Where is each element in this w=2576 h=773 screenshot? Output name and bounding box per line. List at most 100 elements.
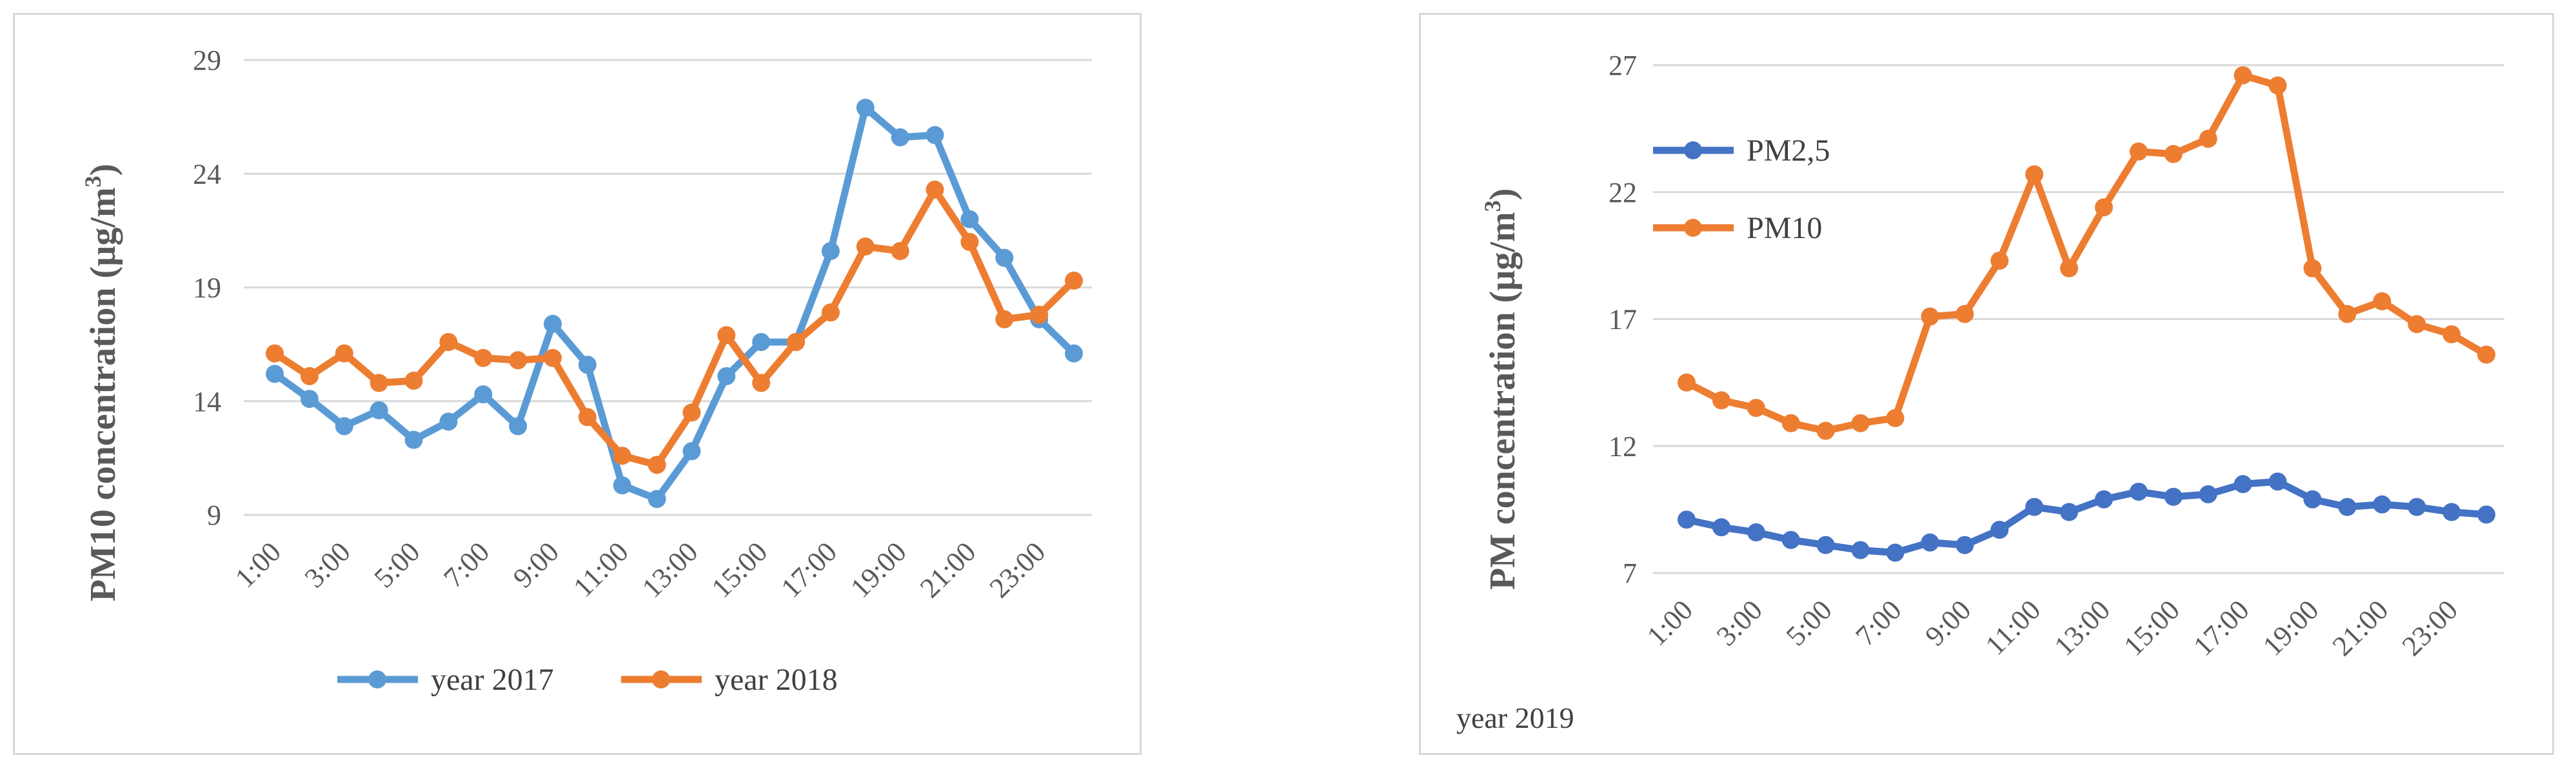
data-point [2164, 487, 2183, 506]
data-point [856, 237, 875, 256]
data-point [2025, 165, 2044, 184]
data-point [300, 366, 319, 385]
series-pm10 [1678, 66, 2495, 440]
data-point [821, 242, 840, 261]
data-point [2025, 497, 2044, 516]
legend-label: year 2017 [431, 663, 554, 697]
x-tick-label: 13:00 [2048, 594, 2117, 662]
data-point [752, 333, 771, 352]
data-point [474, 385, 493, 404]
x-tick-label: 23:00 [984, 536, 1052, 604]
y-tick-label: 24 [193, 158, 221, 190]
data-point [404, 430, 423, 449]
data-point [1712, 391, 1730, 410]
data-point [578, 356, 597, 374]
x-tick-label: 13:00 [636, 536, 704, 604]
data-point [648, 456, 666, 474]
data-point [2338, 305, 2357, 323]
data-point [1886, 543, 1905, 562]
y-tick-label: 12 [1609, 430, 1637, 462]
x-tick-label: 11:00 [1979, 594, 2046, 661]
data-point [1747, 399, 1765, 417]
data-point [856, 99, 875, 117]
data-point [1990, 251, 2009, 270]
data-point [787, 333, 806, 352]
left-y-axis-title: PM10 concentration (µg/m3) [80, 164, 123, 602]
data-point [2199, 130, 2217, 148]
right-y-ticks: 7 12 17 22 27 [1609, 50, 1637, 589]
data-point [1030, 305, 1049, 324]
data-point [2060, 503, 2079, 521]
data-point [1678, 510, 1696, 529]
legend-label: PM2,5 [1747, 134, 1830, 168]
data-point [1781, 414, 1800, 432]
legend-swatch-marker [1684, 219, 1702, 237]
data-point [613, 476, 631, 495]
x-tick-label: 3:00 [1710, 594, 1769, 652]
data-point [474, 348, 493, 367]
data-point [578, 408, 597, 427]
x-tick-label: 9:00 [1919, 594, 1977, 652]
x-tick-label: 5:00 [368, 536, 426, 594]
x-tick-label: 7:00 [1850, 594, 1908, 652]
x-tick-label: 11:00 [567, 536, 634, 603]
data-point [1956, 536, 1974, 554]
data-point [926, 180, 944, 199]
x-tick-label: 23:00 [2396, 594, 2464, 662]
data-point [2164, 145, 2183, 163]
data-point [2477, 345, 2495, 364]
data-point [439, 412, 458, 431]
data-point [717, 366, 736, 385]
left-legend: year 2017 year 2018 [337, 663, 838, 697]
x-tick-label: 15:00 [2117, 594, 2186, 662]
right-series [1678, 66, 2495, 562]
data-point [335, 417, 353, 436]
x-tick-label: 21:00 [2326, 594, 2395, 662]
data-point [717, 326, 736, 345]
data-point [891, 128, 909, 146]
series-pm2-5 [1678, 472, 2495, 562]
left-line-chart: 9 14 19 24 29 1:00 3:00 5:00 7:00 9:00 11:00 13:00… [80, 45, 1092, 697]
data-point [1712, 518, 1730, 537]
left-chart-panel: 9 14 19 24 29 1:00 3:00 5:00 7:00 9:00 11:00 13:00… [13, 13, 1142, 755]
x-tick-label: 1:00 [1641, 594, 1699, 652]
data-point [1781, 530, 1800, 549]
left-y-ticks: 9 14 19 24 29 [193, 45, 221, 531]
data-point [1065, 344, 1083, 363]
data-point [543, 348, 562, 367]
right-y-axis-title: PM concentration (µg/m3) [1480, 188, 1523, 590]
y-tick-label: 19 [193, 272, 221, 304]
data-point [370, 374, 388, 392]
data-point [1747, 523, 1765, 542]
y-tick-label: 29 [193, 45, 221, 76]
data-point [1886, 408, 1905, 427]
data-point [1816, 536, 1835, 554]
data-point [2442, 325, 2461, 344]
year-2019-note: year 2019 [1456, 701, 1574, 734]
data-point [2268, 472, 2287, 491]
data-point [2234, 475, 2252, 494]
y-tick-label: 17 [1609, 304, 1637, 336]
data-point [266, 344, 284, 363]
data-point [1851, 541, 1870, 559]
x-tick-label: 17:00 [2187, 594, 2255, 662]
x-tick-label: 17:00 [775, 536, 843, 604]
x-tick-label: 3:00 [299, 536, 357, 594]
right-x-ticks: 1:00 3:00 5:00 7:00 9:00 11:00 13:00 15:00 17:00… [1641, 594, 2464, 662]
series-year-2017 [266, 99, 1083, 508]
right-line-chart: 7 12 17 22 27 1:00 3:00 5:00 7:00 9:00 11:00 13:00… [1456, 50, 2504, 734]
data-point [2408, 315, 2426, 334]
x-tick-label: 5:00 [1780, 594, 1838, 652]
data-point [2303, 490, 2322, 508]
left-x-ticks: 1:00 3:00 5:00 7:00 9:00 11:00 13:00 15:00 17:00… [229, 536, 1051, 604]
data-point [1851, 414, 1870, 432]
data-point [613, 447, 631, 465]
data-point [439, 333, 458, 352]
x-tick-label: 19:00 [844, 536, 913, 604]
data-point [960, 210, 979, 228]
data-point [2477, 505, 2495, 524]
data-point [682, 403, 701, 422]
data-point [2129, 142, 2148, 161]
x-tick-label: 1:00 [229, 536, 287, 594]
data-point [2268, 76, 2287, 95]
